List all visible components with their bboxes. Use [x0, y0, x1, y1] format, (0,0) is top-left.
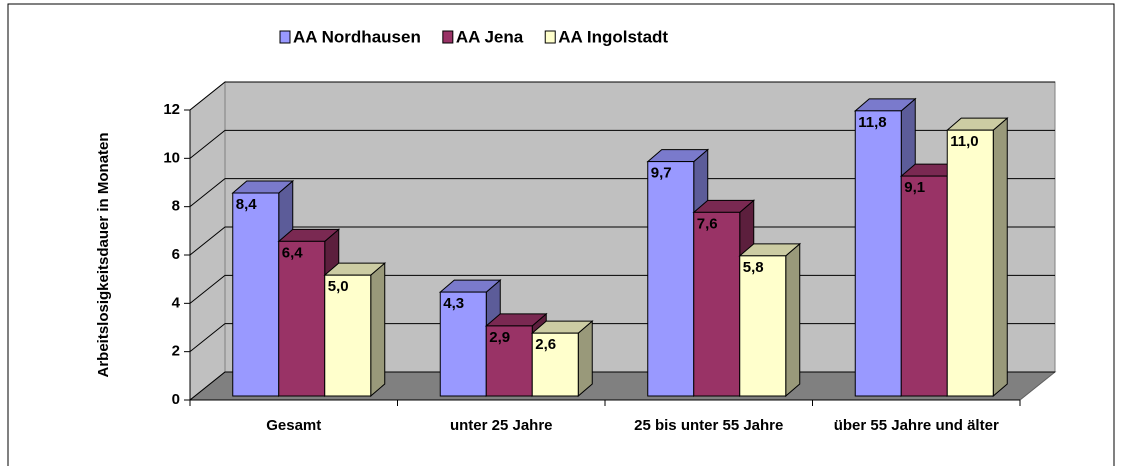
y-tick-label: 8 [172, 198, 180, 215]
value-label: 2,6 [535, 336, 556, 353]
bar [231, 179, 295, 398]
bar [323, 262, 387, 398]
value-label: 9,7 [651, 165, 672, 182]
bar-front [324, 274, 372, 397]
grid-line [189, 129, 1055, 159]
bar-front [232, 192, 280, 397]
x-tick-label: 25 bis unter 55 Jahre [634, 417, 783, 434]
value-label: 11,8 [858, 114, 886, 131]
bar-front [693, 211, 741, 397]
grid-line [189, 178, 1055, 208]
value-label: 5,8 [743, 259, 764, 276]
y-tick-label: 4 [172, 294, 181, 311]
bar-side [785, 242, 801, 398]
x-tick-label: über 55 Jahre und älter [834, 417, 999, 434]
bar [738, 242, 802, 398]
bar-front [647, 161, 695, 397]
x-tick-label: unter 25 Jahre [450, 417, 553, 434]
value-label: 4,3 [443, 295, 464, 312]
value-label: 8,4 [236, 196, 258, 213]
x-tick-label: Gesamt [266, 417, 321, 434]
value-label: 2,9 [489, 329, 510, 346]
y-tick-label: 6 [172, 246, 180, 263]
bar [530, 320, 594, 398]
legend-label: AA Ingolstadt [558, 27, 668, 46]
bar-side [577, 320, 593, 398]
bar-front [900, 175, 948, 397]
value-label: 9,1 [904, 179, 925, 196]
legend-label: AA Jena [456, 27, 524, 46]
legend-label: AA Nordhausen [293, 27, 421, 46]
legend-swatch [442, 30, 454, 44]
bar-side [370, 262, 386, 398]
bar-front [854, 110, 902, 397]
bar-front [739, 255, 787, 397]
value-label: 5,0 [328, 278, 349, 295]
bar-front [531, 332, 579, 397]
grid-line [189, 226, 1055, 256]
bar-front [485, 325, 533, 397]
legend-swatch [279, 30, 291, 44]
bar [945, 117, 1009, 398]
y-tick-label: 2 [172, 343, 180, 360]
legend-swatch [544, 30, 556, 44]
y-tick-label: 10 [163, 149, 180, 166]
value-label: 6,4 [282, 244, 304, 261]
grid-line [189, 81, 1055, 111]
y-tick-label: 0 [172, 391, 180, 408]
legend: AA Nordhausen AA Jena AA Ingolstadt [279, 27, 668, 46]
value-label: 11,0 [950, 133, 978, 150]
bar-front [946, 129, 994, 397]
y-tick-label: 12 [163, 101, 180, 118]
y-axis-label: Arbeitslosigkeitsdauer in Monaten [95, 132, 112, 377]
value-label: 7,6 [697, 215, 718, 232]
bar-side [992, 117, 1008, 398]
bar-front [439, 291, 487, 397]
bar-front [278, 240, 326, 397]
